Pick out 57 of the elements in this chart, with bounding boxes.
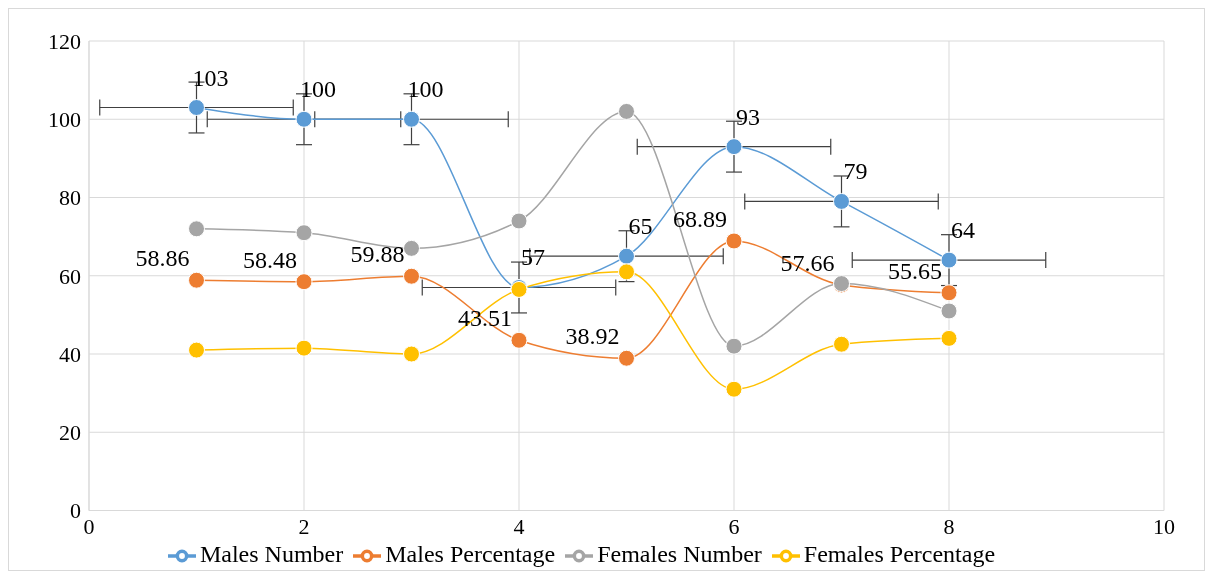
- point: [618, 247, 635, 265]
- point: [188, 220, 205, 238]
- data-label: 103: [192, 64, 229, 91]
- y-tick-label: 40: [59, 341, 81, 367]
- legend-label: Males Percentage: [385, 540, 556, 567]
- point: [940, 251, 958, 269]
- point: [940, 329, 958, 347]
- point: [295, 110, 313, 128]
- point: [403, 239, 420, 257]
- point: [188, 271, 205, 289]
- point: [833, 335, 850, 353]
- x-tick-label: 8: [943, 514, 955, 540]
- data-label: 64: [951, 217, 975, 244]
- x-tick-label: 4: [513, 514, 525, 540]
- data-label: 65: [628, 213, 653, 240]
- data-label: 79: [843, 158, 868, 185]
- point: [188, 99, 205, 117]
- y-tick-label: 80: [59, 185, 81, 211]
- data-label: 58.48: [243, 246, 297, 273]
- point: [295, 339, 313, 357]
- legend-label: Females Percentage: [803, 540, 996, 567]
- point: [725, 380, 743, 398]
- point: [725, 232, 743, 250]
- y-tick-label: 60: [59, 263, 81, 289]
- point: [618, 263, 635, 281]
- y-tick-label: 20: [59, 420, 81, 446]
- data-label: 68.89: [673, 205, 727, 232]
- point: [403, 345, 420, 363]
- data-label: 100: [407, 76, 444, 103]
- point: [403, 110, 420, 128]
- y-tick-label: 100: [48, 107, 81, 133]
- point: [510, 331, 528, 349]
- point: [403, 267, 420, 285]
- data-label: 55.65: [888, 257, 942, 284]
- y-tick-label: 120: [48, 28, 81, 54]
- point: [295, 273, 313, 291]
- point: [725, 138, 743, 156]
- point: [510, 212, 528, 230]
- point: [618, 102, 635, 120]
- point: [295, 224, 313, 242]
- point: [618, 349, 635, 367]
- data-label: 38.92: [565, 323, 620, 350]
- point: [725, 337, 743, 355]
- legend-label: Females Number: [597, 540, 762, 567]
- x-tick-label: 6: [728, 514, 740, 540]
- data-label: 100: [300, 76, 336, 103]
- y-tick-label: 0: [70, 498, 81, 524]
- x-tick-label: 2: [298, 514, 310, 540]
- point: [833, 192, 850, 210]
- point: [940, 302, 958, 320]
- point: [940, 284, 958, 302]
- x-tick-label: 10: [1153, 514, 1175, 540]
- data-label: 58.86: [135, 245, 190, 272]
- point: [188, 341, 205, 359]
- data-label: 59.88: [350, 241, 405, 268]
- legend-label: Males Number: [199, 540, 344, 567]
- data-label: 93: [736, 103, 760, 130]
